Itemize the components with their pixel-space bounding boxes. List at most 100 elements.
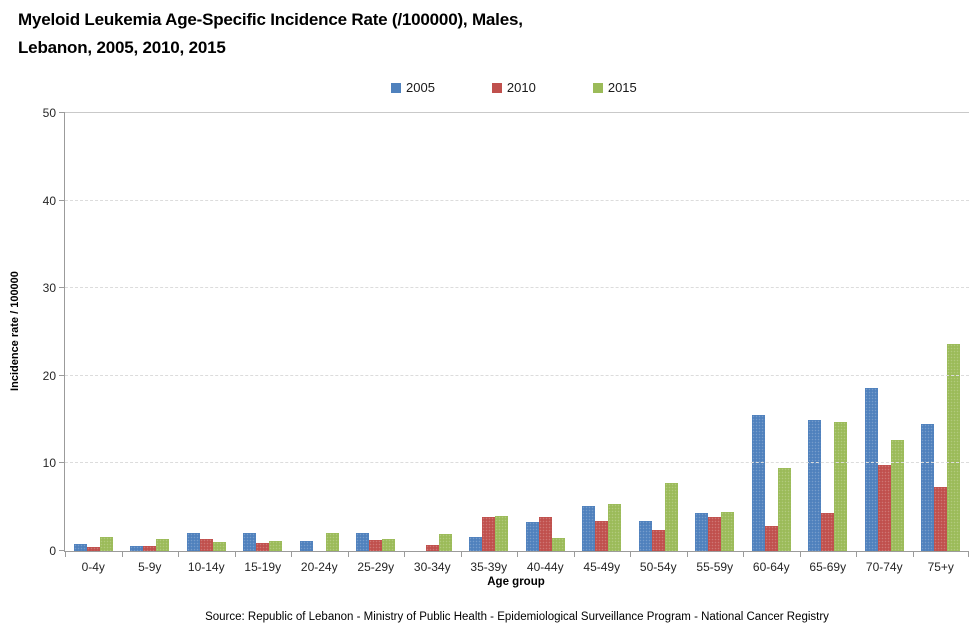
x-tick-label-45-49y: 45-49y: [583, 560, 621, 574]
x-tick-label-10-14y: 10-14y: [187, 560, 225, 574]
legend-item-2015: 2015: [592, 80, 637, 95]
x-axis-tick-7: [460, 551, 462, 557]
x-axis-tick-5: [347, 551, 349, 557]
bar-2005-50-54y: [638, 521, 652, 551]
bar-2015-40-44y: [551, 537, 565, 551]
x-axis-tick-6: [404, 551, 405, 557]
y-tick-label-20: 20: [42, 368, 56, 383]
bar-group-0-4y: 0-4y: [65, 113, 122, 574]
y-axis-tick-50: [59, 112, 65, 113]
bar-2005-0-4y: [73, 544, 87, 551]
bar-2010-75+y: [934, 487, 948, 551]
x-axis-tick-1: [121, 551, 123, 557]
bar-2015-50-54y: [664, 482, 678, 551]
bar-2015-20-24y: [325, 533, 339, 551]
bar-group-15-19y: 15-19y: [235, 113, 292, 574]
bar-2005-15-19y: [243, 533, 257, 551]
y-axis-tick-20: [59, 374, 65, 376]
bar-2010-50-54y: [651, 529, 665, 551]
bar-2005-55-59y: [695, 513, 709, 551]
bar-group-70-74y: 70-74y: [856, 113, 913, 574]
bar-group-10-14y: 10-14y: [178, 113, 235, 574]
bar-group-35-39y: 35-39y: [461, 113, 518, 574]
bar-group-40-44y: 40-44y: [517, 113, 574, 574]
source-note: Source: Republic of Lebanon - Ministry o…: [205, 611, 829, 623]
y-tick-label-10: 10: [42, 456, 56, 471]
x-tick-label-75+y: 75+y: [927, 560, 954, 574]
bar-group-60-64y: 60-64y: [743, 113, 800, 574]
bar-2015-0-4y: [99, 536, 113, 551]
bar-2005-40-44y: [525, 522, 539, 551]
bar-2010-55-59y: [708, 516, 722, 551]
x-axis-tick-12: [743, 551, 744, 557]
bar-2005-65-69y: [808, 420, 822, 551]
x-axis-tick-4: [291, 551, 292, 557]
bar-group-5-9y: 5-9y: [122, 113, 179, 574]
x-tick-label-25-29y: 25-29y: [357, 560, 395, 574]
legend-swatch-2015: [592, 82, 603, 93]
chart-title-line1: Myeloid Leukemia Age-Specific Incidence …: [18, 10, 523, 29]
bar-2005-35-39y: [469, 536, 483, 551]
legend-swatch-2005: [391, 82, 401, 93]
bar-2015-55-59y: [721, 512, 735, 551]
legend-swatch-2010: [491, 82, 502, 93]
bar-2010-0-4y: [86, 546, 100, 551]
y-axis-tick-30: [59, 287, 65, 289]
bar-group-50-54y: 50-54y: [630, 113, 687, 574]
legend-label-2015: 2015: [607, 80, 637, 95]
bar-2005-45-49y: [582, 506, 596, 551]
x-tick-label-0-4y: 0-4y: [81, 560, 105, 574]
x-tick-label-20-24y: 20-24y: [300, 560, 338, 574]
x-tick-label-55-59y: 55-59y: [696, 560, 734, 574]
legend-label-2005: 2005: [406, 80, 435, 95]
bar-2010-40-44y: [538, 516, 552, 551]
bar-2010-65-69y: [821, 513, 835, 551]
legend-item-2005: 2005: [391, 80, 435, 95]
y-tick-label-50: 50: [42, 106, 56, 120]
x-axis-title: Age group: [487, 576, 545, 588]
bar-2010-15-19y: [256, 543, 270, 551]
bar-group-75+y: 75+y: [913, 113, 970, 574]
x-axis-tick-2: [178, 551, 179, 557]
gridline-30: [65, 287, 969, 289]
bar-2010-10-14y: [199, 538, 213, 551]
y-tick-label-0: 0: [49, 544, 56, 558]
plot-area: 0-4y 5-9y 10-14y 15-19y 20-24y 25-29y 30-34y 35…: [59, 112, 970, 574]
y-axis-tick-40: [59, 199, 65, 201]
gridline-40: [65, 199, 969, 201]
bar-group-65-69y: 65-69y: [800, 113, 857, 574]
x-axis-tick-11: [686, 551, 688, 557]
bar-2005-25-29y: [356, 532, 370, 551]
bar-groups: 0-4y 5-9y 10-14y 15-19y 20-24y 25-29y 30-34y 35…: [65, 113, 970, 574]
bar-2010-5-9y: [143, 545, 157, 551]
bar-group-45-49y: 45-49y: [574, 113, 631, 574]
bar-2010-35-39y: [482, 516, 496, 551]
bar-2015-75+y: [947, 344, 961, 551]
gridline-10: [65, 462, 969, 464]
bar-2015-10-14y: [212, 542, 226, 551]
bar-2015-45-49y: [608, 503, 622, 551]
legend-item-2010: 2010: [491, 80, 536, 95]
y-axis-labels: 0 10 20 30 40 50: [0, 106, 56, 558]
x-tick-label-30-34y: 30-34y: [413, 560, 451, 574]
y-tick-label-40: 40: [42, 193, 56, 208]
bar-2015-70-74y: [890, 439, 904, 551]
bar-2010-45-49y: [595, 521, 609, 551]
x-axis-tick-16: [968, 551, 969, 557]
x-axis-tick-15: [912, 551, 914, 557]
x-tick-label-60-64y: 60-64y: [752, 560, 790, 574]
bar-2005-5-9y: [130, 545, 144, 551]
gridline-50: [65, 112, 969, 113]
bar-2010-30-34y: [425, 544, 439, 551]
x-tick-label-70-74y: 70-74y: [865, 560, 903, 574]
x-axis-tick-8: [517, 551, 518, 557]
bar-group-25-29y: 25-29y: [348, 113, 405, 574]
gridline-20: [65, 374, 969, 376]
bar-group-30-34y: 30-34y: [404, 113, 461, 574]
bar-2005-20-24y: [299, 541, 313, 551]
x-tick-label-65-69y: 65-69y: [809, 560, 847, 574]
bar-2005-60-64y: [751, 415, 765, 551]
x-axis-tick-9: [573, 551, 575, 557]
y-axis-tick-0: [59, 550, 65, 551]
